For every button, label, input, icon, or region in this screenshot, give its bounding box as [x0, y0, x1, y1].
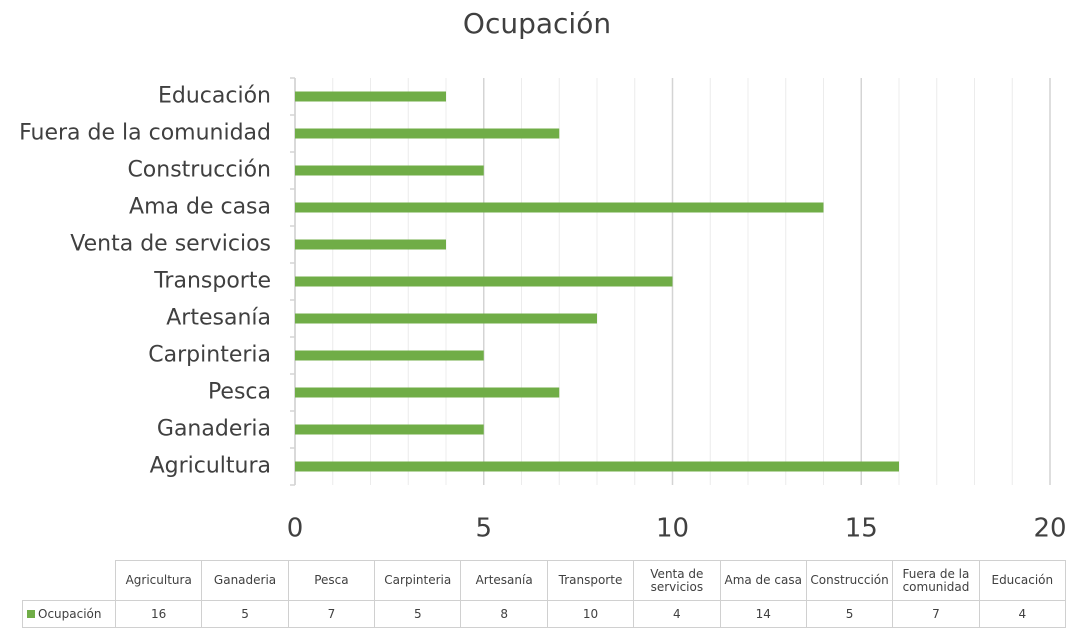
x-tick-label: 15	[845, 514, 878, 544]
table-value: 4	[633, 600, 721, 628]
table-header: Transporte	[546, 560, 635, 601]
table-value: 5	[201, 600, 289, 628]
x-tick-label: 10	[656, 514, 689, 544]
bar	[295, 239, 446, 250]
y-tick-label: Agricultura	[150, 454, 271, 479]
table-header: Carpinteria	[374, 560, 462, 601]
y-tick-label: Educación	[158, 84, 271, 109]
y-tick-label: Pesca	[208, 380, 271, 405]
table-header: Construcción	[805, 560, 894, 601]
table-value: 14	[719, 600, 807, 628]
table-value: 10	[546, 600, 635, 628]
y-tick-label: Ama de casa	[129, 195, 271, 220]
y-tick-label: Fuera de la comunidad	[19, 121, 271, 146]
y-tick-label: Ganaderia	[157, 417, 271, 442]
table-header: Pesca	[287, 560, 376, 601]
bar	[295, 128, 560, 139]
bar	[295, 202, 824, 213]
y-tick-label: Artesanía	[166, 306, 271, 331]
table-header: Venta de servicios	[633, 560, 721, 601]
y-tick-label: Venta de servicios	[70, 232, 271, 257]
table-value: 5	[805, 600, 894, 628]
bar	[295, 91, 446, 102]
table-header: Ganaderia	[201, 560, 289, 601]
table-value: 7	[892, 600, 980, 628]
y-tick-label: Carpinteria	[148, 343, 271, 368]
y-tick-label: Construcción	[127, 158, 271, 183]
x-tick-label: 20	[1033, 514, 1066, 544]
legend-swatch	[27, 610, 35, 618]
x-tick-label: 0	[287, 514, 304, 544]
table-header: Ama de casa	[719, 560, 807, 601]
x-tick-label: 5	[475, 514, 492, 544]
chart-title: Ocupación	[463, 7, 611, 40]
chart: Ocupación 0 5 10 15 20 Agricultura Ganaderia Pe…	[19, 7, 1066, 544]
bar	[295, 276, 673, 287]
bar	[295, 424, 484, 435]
bar	[295, 387, 560, 398]
table-header: Artesanía	[460, 560, 548, 601]
table-value: 4	[978, 600, 1066, 628]
bar	[295, 350, 484, 361]
bar	[295, 313, 597, 324]
legend-cell: Ocupación	[22, 600, 116, 628]
table-header: Fuera de la comunidad	[892, 560, 980, 601]
bar	[295, 461, 899, 472]
table-value: 16	[115, 600, 203, 628]
table-value: 5	[374, 600, 462, 628]
table-header: Educación	[978, 560, 1066, 601]
bar	[295, 165, 484, 176]
table-value: 7	[287, 600, 376, 628]
table-header: Agricultura	[115, 560, 203, 601]
table-value: 8	[460, 600, 548, 628]
legend-label: Ocupación	[38, 606, 102, 621]
y-tick-label: Transporte	[153, 269, 271, 294]
